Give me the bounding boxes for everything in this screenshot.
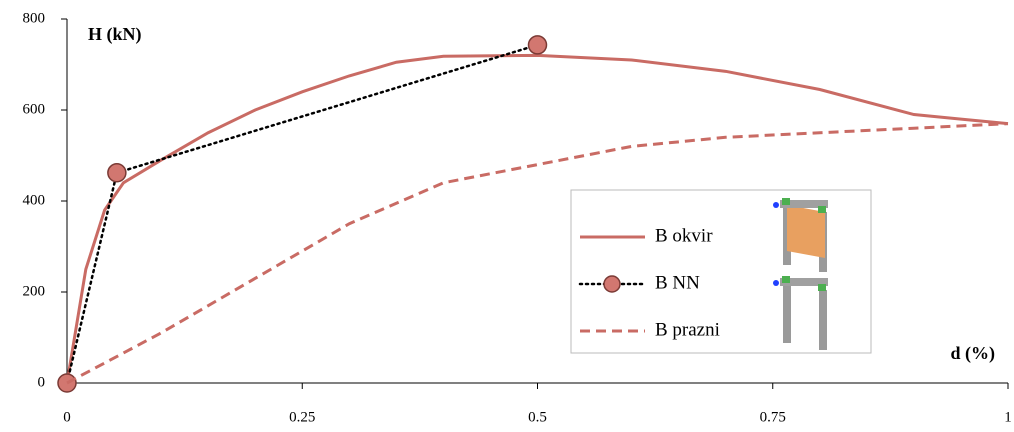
x-axis-label: d (%) — [951, 343, 996, 364]
legend-label: B prazni — [655, 319, 720, 340]
y-tick-label: 0 — [38, 374, 46, 390]
series-line — [66, 122, 1009, 385]
y-tick-label: 800 — [23, 10, 46, 26]
point — [527, 35, 548, 55]
x-tick-label: 0 — [63, 409, 71, 425]
frame-icon-bare — [773, 276, 828, 350]
y-tick-label: 400 — [23, 192, 46, 208]
legend-label: B okvir — [655, 225, 713, 246]
frame-icon-infilled — [773, 198, 828, 272]
legend — [570, 189, 872, 354]
series-line — [65, 43, 539, 385]
x-tick-label: 0.25 — [289, 409, 315, 425]
y-tick-label: 200 — [23, 283, 46, 299]
point — [107, 163, 127, 183]
x-tick-label: 0.75 — [760, 409, 786, 425]
y-axis-label: H (kN) — [88, 24, 142, 45]
x-tick-label: 0.5 — [528, 409, 547, 425]
legend-label: B NN — [655, 272, 700, 293]
series-line — [65, 53, 1009, 384]
y-tick-label: 600 — [23, 101, 46, 117]
legend-marker — [603, 275, 621, 293]
x-tick-label: 1 — [1004, 409, 1012, 425]
